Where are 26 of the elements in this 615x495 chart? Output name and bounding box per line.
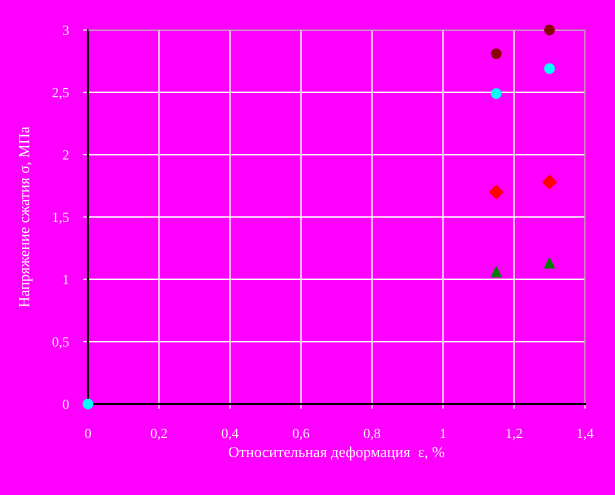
point (490, 48, 502, 60)
x-tick-label: 1 (440, 428, 446, 438)
point (542, 174, 557, 190)
point (544, 24, 555, 36)
y-tick-label: 3 (62, 26, 69, 35)
y-tick-label: 1,5 (53, 212, 69, 224)
y-tick-label: 0 (62, 400, 69, 409)
y-tick-label: 2 (62, 150, 68, 160)
x-tick-label: 1,4 (578, 428, 594, 440)
point (490, 266, 502, 278)
x-tick-label: 0,6 (292, 428, 310, 440)
x-axis-title: Относительная деформация ε, % (228, 446, 444, 460)
y-axis-title: Напряжение сжатия σ, МПа (19, 126, 32, 308)
y-tick-label: 1 (64, 274, 68, 284)
y-tick-label: 0,5 (52, 337, 69, 349)
x-tick-label: 0 (85, 428, 91, 438)
point (490, 88, 502, 99)
point (82, 398, 94, 410)
point (488, 184, 504, 200)
point (544, 63, 555, 74)
x-tick-label: 0,8 (364, 428, 380, 440)
y-tick-label: 2,5 (52, 88, 69, 100)
point (544, 258, 555, 268)
x-tick-label: 0,4 (222, 428, 238, 440)
x-tick-label: 0,2 (150, 428, 167, 440)
x-tick-label: 1,2 (506, 428, 522, 440)
